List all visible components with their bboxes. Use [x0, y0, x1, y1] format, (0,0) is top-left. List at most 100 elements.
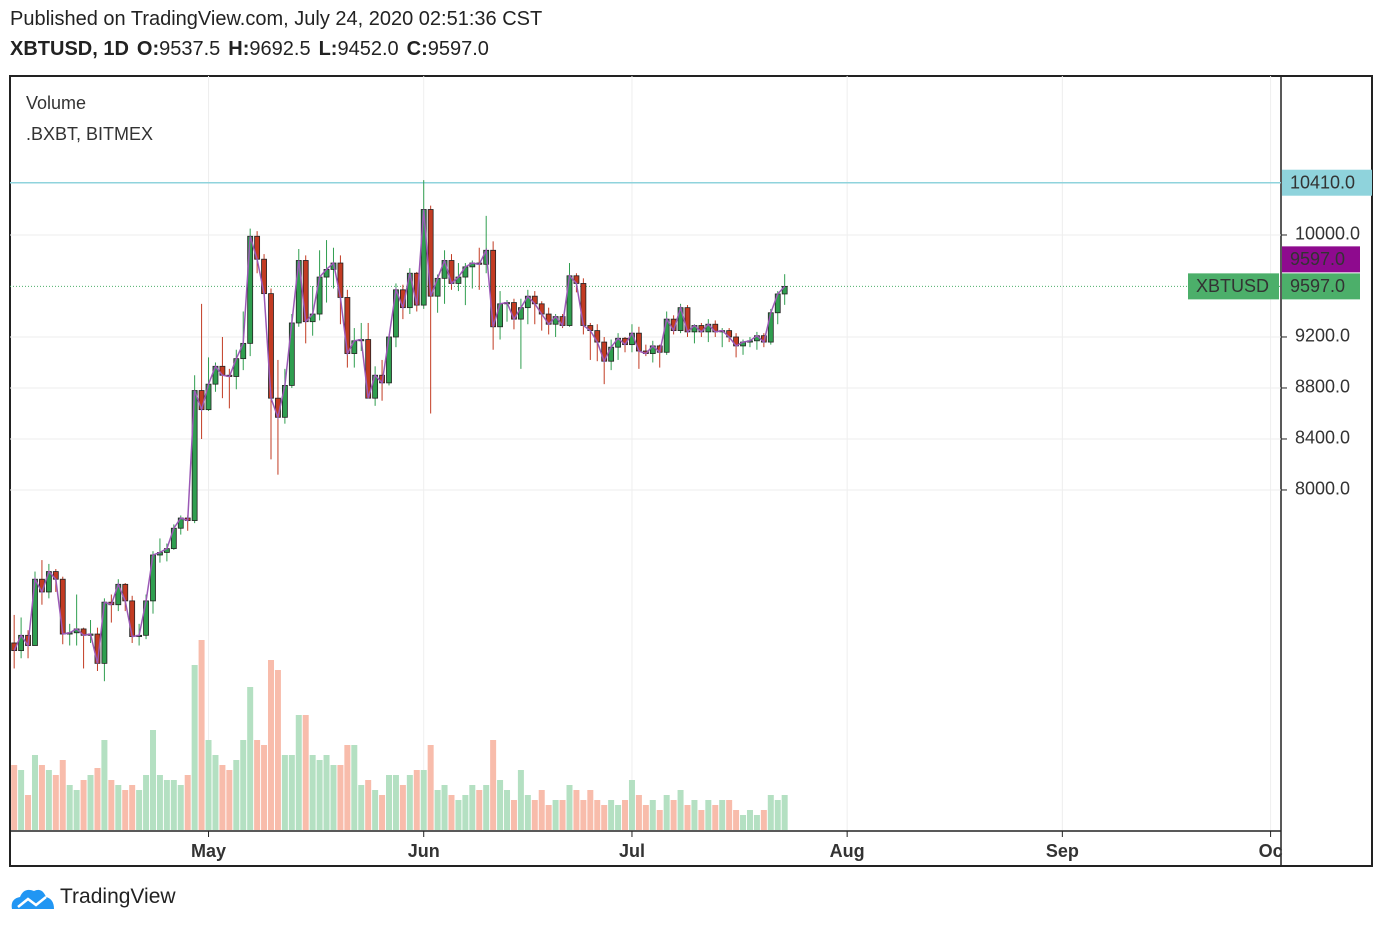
close-line	[13, 209, 786, 664]
last-price-label: 9597.0	[1290, 249, 1345, 269]
volume-bar	[254, 740, 261, 830]
volume-bar	[261, 745, 268, 830]
field-key: H:	[228, 38, 250, 60]
volume-bar	[601, 805, 608, 830]
volume-bar	[420, 770, 427, 830]
symbol-price-label: 9597.0	[1290, 276, 1345, 296]
volume-bar	[483, 785, 490, 830]
field-key: L:	[318, 38, 338, 60]
volume-bar	[163, 780, 170, 830]
volume-bar	[191, 665, 198, 830]
price-line-label-bg	[1282, 169, 1372, 196]
last-price-label-bg	[1282, 246, 1360, 273]
volume-bar	[524, 795, 531, 830]
volume-bar	[684, 805, 691, 830]
symbol: XBTUSD, 1D	[10, 38, 129, 60]
volume-bar	[94, 768, 101, 830]
volume-bar	[11, 765, 18, 830]
volume-bar	[212, 755, 219, 830]
volume-bar	[59, 760, 66, 830]
volume-bar	[143, 775, 150, 830]
volume-bar	[608, 800, 615, 830]
volume-bar	[184, 775, 191, 830]
volume-bar	[177, 785, 184, 830]
volume-bar	[538, 790, 545, 830]
volume-bar	[66, 785, 73, 830]
field-value: 9452.0	[337, 38, 399, 60]
volume-bar	[649, 800, 656, 830]
volume-bar	[663, 795, 670, 830]
volume-bar	[448, 795, 455, 830]
volume-bar	[281, 755, 288, 830]
x-tick-label: Jun	[408, 841, 440, 861]
volume-bar	[476, 790, 483, 830]
volume-bar	[760, 810, 767, 830]
symbol-label: XBTUSD	[1196, 276, 1269, 296]
volume-bar	[545, 805, 552, 830]
volume-bar	[205, 740, 212, 830]
volume-bar	[365, 780, 372, 830]
volume-bar	[379, 795, 386, 830]
volume-bar	[330, 765, 337, 830]
volume-bar	[392, 775, 399, 830]
volume-bar	[510, 800, 517, 830]
x-tick-label: Jul	[619, 841, 645, 861]
volume-bar	[226, 770, 233, 830]
volume-bar	[531, 800, 538, 830]
y-tick-label: 9200.0	[1295, 326, 1350, 346]
volume-bar	[670, 800, 677, 830]
volume-bar	[733, 810, 740, 830]
grid	[10, 76, 1281, 830]
logo	[11, 889, 54, 909]
x-tick-label: Aug	[830, 841, 865, 861]
volume-bar	[399, 785, 406, 830]
symbol-label-bg	[1188, 273, 1279, 300]
volume-bar	[156, 775, 163, 830]
volume-bar	[268, 660, 275, 830]
field-value: 9692.5	[249, 38, 311, 60]
volume-bar	[441, 785, 448, 830]
volume-bar	[615, 805, 622, 830]
field-value: 9597.0	[427, 38, 489, 60]
volume-bar	[344, 745, 351, 830]
symbol-price-label-bg	[1282, 273, 1360, 300]
y-tick-label: 10000.0	[1295, 224, 1360, 244]
volume-bar	[45, 770, 52, 830]
published: Published on TradingView.com, July 24, 2…	[10, 8, 543, 30]
volume-bar	[691, 800, 698, 830]
volume-bar	[622, 800, 629, 830]
field-key: C:	[406, 38, 428, 60]
legend-source: .BXBT, BITMEX	[26, 124, 153, 144]
volume-bar	[240, 740, 247, 830]
volume-bar	[781, 795, 788, 830]
volume-bar	[434, 790, 441, 830]
volume-bar	[726, 800, 733, 830]
price-line-label: 10410.0	[1290, 172, 1355, 192]
volume-bar	[129, 785, 136, 830]
volume-bar	[712, 805, 719, 830]
volume-bar	[594, 800, 601, 830]
volume-bar	[149, 730, 156, 830]
volume-bar	[101, 740, 108, 830]
x-tick-label: Oc	[1259, 841, 1283, 861]
volume-bar	[337, 765, 344, 830]
volume-bar	[274, 670, 281, 830]
ohlc-header: XBTUSD, 1D O:9537.5 H:9692.5 L:9452.0 C:9597…	[10, 38, 489, 61]
volume-bar	[559, 800, 566, 830]
volume-bar	[552, 800, 559, 830]
volume-bar	[504, 790, 511, 830]
volume-bar	[587, 790, 594, 830]
volume-bar	[170, 780, 177, 830]
volume-bar	[316, 760, 323, 830]
volume-bar	[198, 640, 205, 830]
volume-bar	[455, 800, 462, 830]
volume-bar	[413, 770, 420, 830]
volume-bar	[580, 800, 587, 830]
volume-bar	[87, 775, 94, 830]
volume-bar	[295, 715, 302, 830]
brand: TradingView	[60, 885, 176, 908]
y-tick-label: 8000.0	[1295, 479, 1350, 499]
volume-bar	[108, 780, 115, 830]
volume-bar	[309, 755, 316, 830]
